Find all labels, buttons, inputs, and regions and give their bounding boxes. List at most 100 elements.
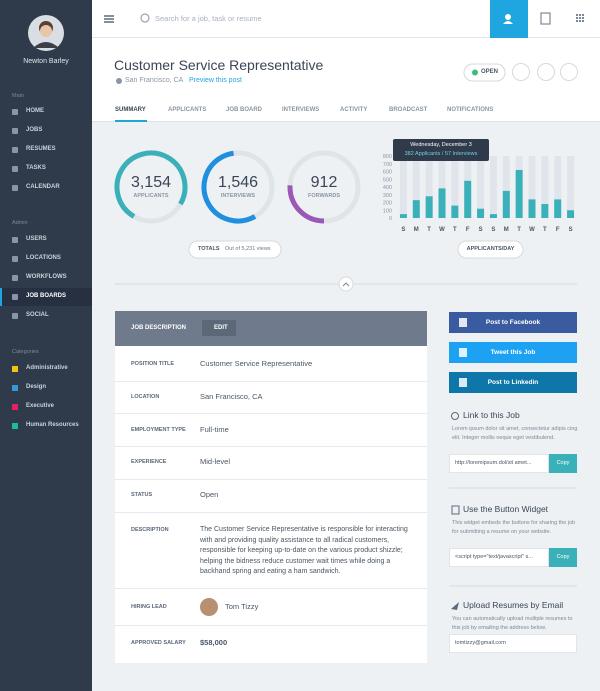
nav-item[interactable]: LOCATIONS [26,255,61,261]
bar-track [399,156,407,218]
job-title: Customer Service Representative [114,57,324,73]
add-user-icon [505,14,511,20]
category-swatch [12,385,18,391]
x-tick-label: S [569,227,573,233]
copy-label[interactable]: Copy [556,554,570,560]
nav-item[interactable]: TASKS [26,165,46,171]
nav-item[interactable]: JOBS [26,127,43,133]
x-tick-label: T [453,227,457,233]
sidebar [0,0,92,691]
nav-item[interactable]: WORKFLOWS [26,274,67,280]
nav-item[interactable]: USERS [26,236,47,242]
category-swatch [12,366,18,372]
tab[interactable]: JOB BOARD [226,107,263,113]
tab[interactable]: INTERVIEWS [282,107,320,113]
widget-icon [451,602,459,610]
card-title: JOB DESCRIPTION [131,325,187,331]
collapse-button[interactable] [338,276,354,292]
row-label: EMPLOYMENT TYPE [131,427,186,433]
bar [438,188,446,218]
status-label: OPEN [481,69,499,75]
tab[interactable]: APPLICANTS [168,107,207,113]
y-tick-label: 0 [389,216,392,222]
delete-button[interactable] [560,63,578,81]
row-label: POSITION TITLE [131,361,175,367]
category-item[interactable]: Administrative [26,365,68,371]
tab[interactable]: ACTIVITY [340,107,368,113]
share-label[interactable]: Post to Linkedin [487,379,539,386]
job-location: San Francisco, CA [125,77,184,84]
widget-field [449,634,577,653]
x-tick-label: T [543,227,547,233]
avatar-face [40,25,52,37]
section-title: Admin [12,220,28,226]
row-value: Customer Service Representative [200,359,313,368]
menu-icon[interactable] [104,15,114,23]
list-icon[interactable] [540,12,551,25]
grid-icon[interactable] [576,14,584,22]
totals-label: TOTALS [198,246,220,252]
share-label[interactable]: Tweet this Job [490,349,536,356]
field-text[interactable]: tomtizzy@gmail.com [455,640,506,646]
nav-item[interactable]: SOCIAL [26,312,49,318]
copy-label[interactable]: Copy [556,460,570,466]
tab[interactable]: SUMMARY [115,107,146,113]
row-divider [115,625,427,626]
twitter-button[interactable] [449,342,577,363]
field-text[interactable]: <script type="text/javascript" s... [455,554,533,560]
widget-icon [451,505,460,515]
field-text[interactable]: http://loremipsum.dol/sit amet... [455,460,532,466]
x-tick-label: W [439,227,445,233]
row-value: Open [200,490,219,499]
share-label[interactable]: Post to Facebook [485,319,541,326]
category-item[interactable]: Design [26,384,47,390]
widget-title: Upload Resumes by Email [463,600,564,610]
bar-track [541,156,549,218]
tab[interactable]: NOTIFICATIONS [447,107,494,113]
bar [541,204,549,218]
widget-icon [451,412,459,420]
totals-pill [188,240,282,259]
bar-track [489,156,497,218]
bar [502,190,510,218]
facebook-button[interactable] [449,312,577,333]
category-item[interactable]: Executive [26,403,55,409]
user-name[interactable]: Newton Barley [23,58,69,65]
bar [412,200,420,218]
section-title: Main [12,93,24,99]
bar [477,208,485,218]
bar-track [477,156,485,218]
widget-text: Lorem ipsum dolor sit amet, consectetur … [452,426,578,441]
bar-track [502,156,510,218]
search-input[interactable]: Search for a job, task or resume [155,14,262,23]
add-user-icon [503,21,513,24]
tab[interactable]: BROADCAST [389,107,428,113]
nav-item[interactable]: JOB BOARDS [26,293,67,299]
stat-value: 3,154 [130,174,172,191]
bar [399,214,407,218]
nav-item[interactable]: CALENDAR [26,184,60,190]
linkedin-button[interactable] [449,372,577,393]
nav-item[interactable]: RESUMES [26,146,56,152]
tooltip: Wednesday, December 3 382 Applicants / 57… [393,139,489,161]
nav-icon [12,237,18,243]
category-item[interactable]: Human Resources [26,422,79,428]
preview-link[interactable]: Preview this post [189,77,242,84]
bookmark-button[interactable] [512,63,530,81]
nav-icon [12,128,18,134]
nav-icon [12,313,18,319]
edit-button[interactable] [537,63,555,81]
stat-arc [201,150,275,224]
nav-item[interactable]: HOME [26,108,44,114]
row-value: San Francisco, CA [200,392,263,401]
nav-icon [12,294,18,300]
copy-button[interactable] [549,548,577,567]
widget-title: Link to this Job [463,410,520,420]
y-tick-label: 600 [383,170,392,176]
copy-button[interactable] [549,454,577,473]
edit-button[interactable] [202,320,236,336]
edit-label[interactable]: EDIT [214,325,228,331]
bar [528,199,536,218]
